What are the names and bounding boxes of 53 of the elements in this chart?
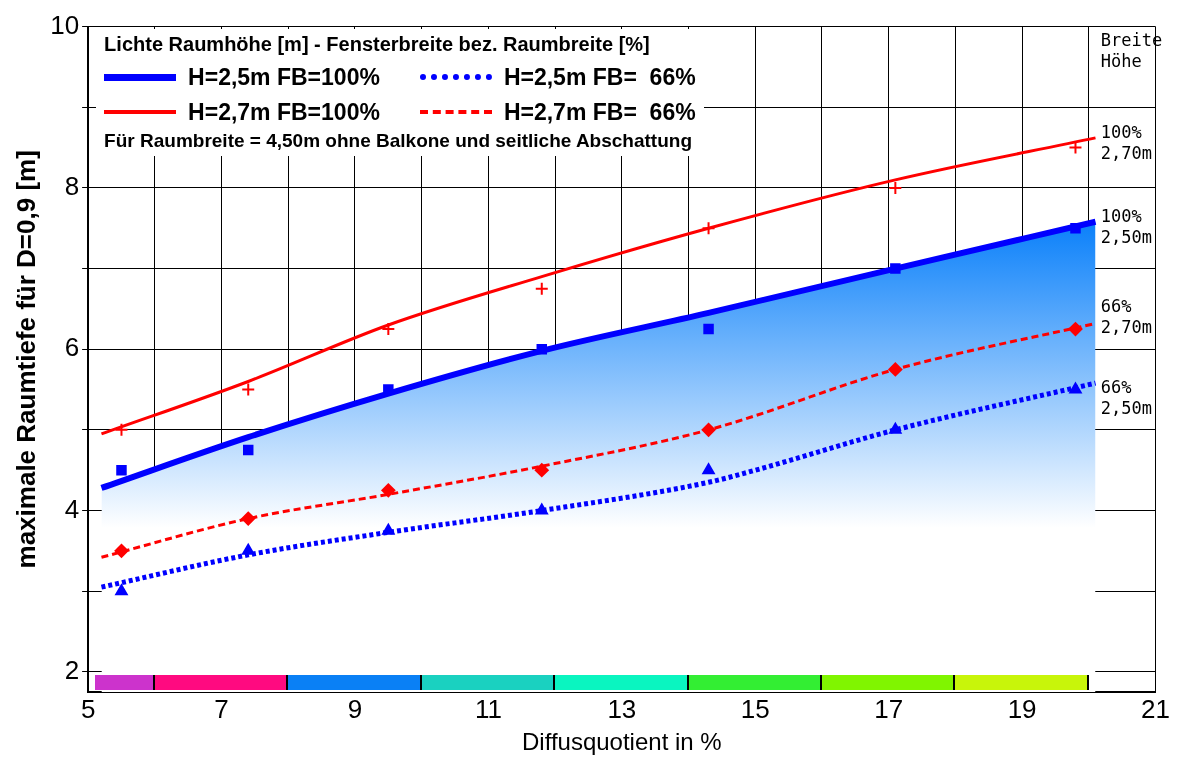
annotation: 100% 2,70m bbox=[1099, 122, 1153, 165]
point bbox=[381, 322, 396, 337]
point bbox=[888, 180, 903, 195]
point bbox=[241, 511, 256, 526]
x-tick-label: 7 bbox=[214, 693, 229, 724]
point bbox=[535, 503, 548, 515]
x-tick-label: 19 bbox=[1007, 693, 1037, 724]
point bbox=[241, 382, 256, 397]
annotation: 66% 2,50m bbox=[1099, 377, 1153, 420]
y-tick-label: 4 bbox=[64, 493, 80, 524]
point bbox=[114, 543, 129, 558]
x-tick-label: 17 bbox=[874, 693, 904, 724]
y-tick-label: 6 bbox=[64, 332, 80, 363]
point bbox=[888, 362, 903, 377]
point bbox=[1070, 222, 1081, 234]
legend-label: H=2,5m FB=100% bbox=[188, 63, 380, 91]
point bbox=[242, 543, 255, 555]
point bbox=[115, 584, 128, 596]
x-tick-label: 13 bbox=[607, 693, 637, 724]
y-axis-title: maximale Raumtiefe für D=0,9 [m] bbox=[10, 150, 41, 569]
x-tick-label: 11 bbox=[474, 693, 502, 724]
annotation: Für Raumbreite = 4,50m ohne Balkone und seitliche Abschattung bbox=[104, 129, 693, 152]
x-tick-label: 5 bbox=[80, 693, 96, 724]
point bbox=[536, 343, 548, 355]
y-tick-label: 8 bbox=[64, 171, 80, 202]
x-axis-title: Diffusquotient in % bbox=[521, 728, 722, 756]
x-tick-label: 15 bbox=[740, 693, 770, 724]
point bbox=[534, 463, 549, 478]
legend-label: H=2,7m FB= 66% bbox=[503, 98, 696, 126]
point bbox=[116, 464, 127, 476]
point bbox=[114, 422, 129, 437]
legend-title: Lichte Raumhöhe [m] - Fensterbreite bez. Raumbreite [%] bbox=[104, 32, 651, 56]
point bbox=[1069, 382, 1082, 394]
point bbox=[381, 483, 396, 498]
point bbox=[703, 323, 714, 335]
legend-label: H=2,7m FB=100% bbox=[188, 98, 380, 126]
point bbox=[889, 422, 902, 434]
point bbox=[890, 263, 901, 274]
point bbox=[701, 221, 716, 236]
x-tick-label: 9 bbox=[347, 693, 363, 724]
line-series bbox=[99, 136, 1097, 436]
annotation: 66% 2,70m bbox=[1099, 296, 1153, 339]
point bbox=[382, 523, 395, 535]
y-tick-label: 2 bbox=[64, 655, 80, 686]
point bbox=[242, 444, 254, 456]
legend-label: H=2,5m FB= 66% bbox=[503, 63, 696, 91]
point bbox=[534, 281, 549, 296]
point bbox=[702, 463, 715, 475]
point bbox=[701, 422, 716, 437]
x-tick-label: 21 bbox=[1141, 693, 1170, 724]
y-tick-label: 10 bbox=[50, 9, 80, 40]
annotation: 100% 2,50m bbox=[1099, 205, 1153, 248]
point bbox=[1068, 322, 1083, 337]
